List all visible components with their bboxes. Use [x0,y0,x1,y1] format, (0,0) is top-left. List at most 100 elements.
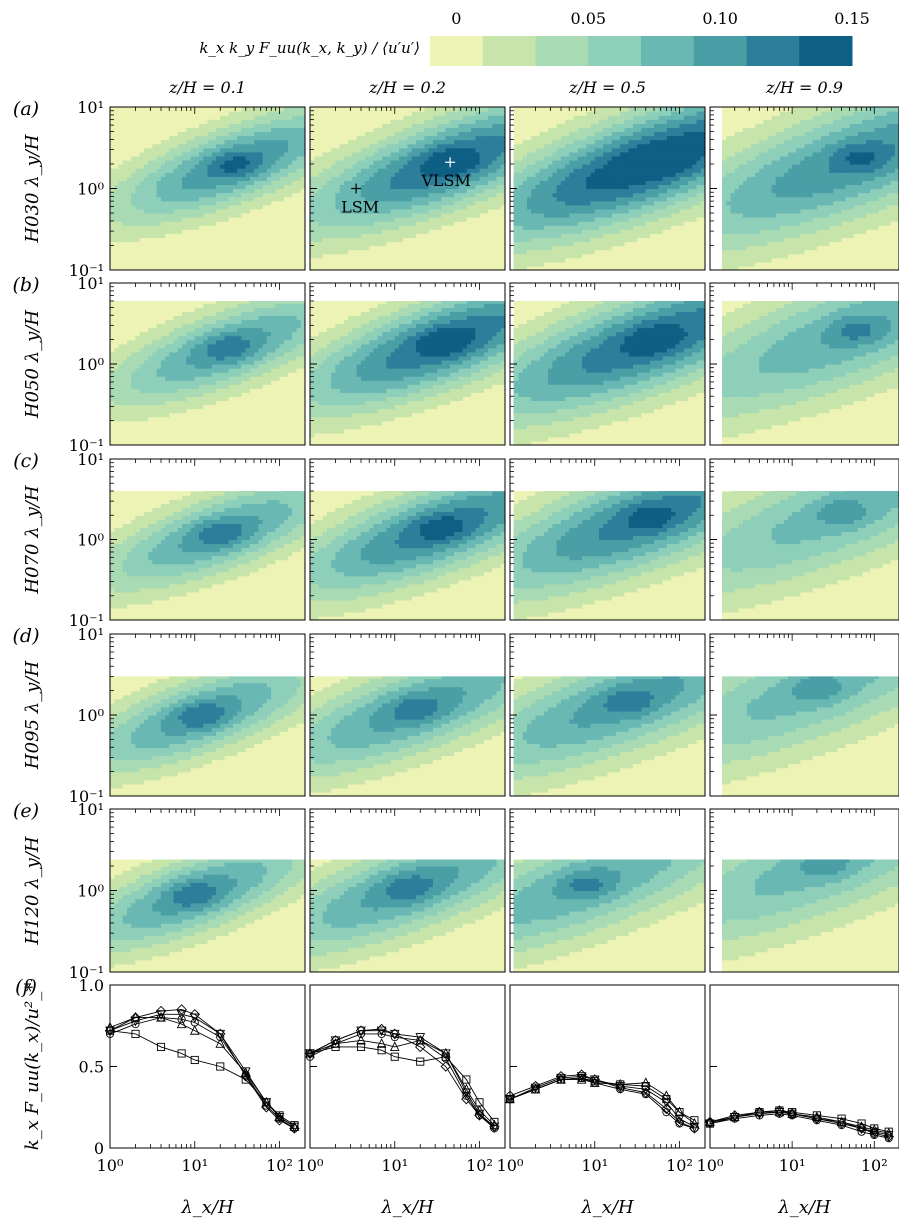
contour-cell [152,139,158,145]
contour-cell [454,131,459,137]
contour-cell [237,131,243,137]
contour-cell [420,188,426,194]
contour-cell [437,139,443,145]
contour-cell [266,245,272,251]
contour-cell [352,111,358,116]
contour-cell [335,217,341,222]
contour-cell [531,180,537,186]
contour-cell [173,147,179,153]
contour-cell [288,159,293,165]
contour-cell [318,253,324,259]
contour-cell [471,261,476,267]
contour-cell [415,147,421,153]
contour-cell [628,261,634,267]
contour-cell [599,119,604,124]
contour-cell [407,221,413,226]
contour-cell [245,249,251,255]
contour-cell [586,107,592,112]
contour-cell [607,164,613,169]
contour-cell [139,196,145,202]
contour-cell [594,172,600,177]
contour-cell [611,143,617,149]
contour-cell [556,200,562,206]
contour-cell [177,237,183,243]
contour-cell [232,184,238,190]
contour-cell [126,139,132,145]
contour-cell [386,221,392,226]
contour-cell [241,139,247,145]
contour-cell [343,143,349,149]
contour-cell [182,143,187,149]
contour-cell [169,212,175,218]
contour-cell [288,188,293,194]
contour-cell [310,180,315,186]
contour-cell [415,172,421,177]
contour-cell [437,249,443,255]
contour-cell [407,192,413,198]
contour-cell [160,184,166,190]
contour-cell [211,131,217,137]
contour-cell [500,168,505,173]
contour-cell [462,151,468,157]
contour-cell [624,143,630,149]
contour-cell [228,208,234,214]
contour-cell [556,253,562,259]
contour-cell [143,123,149,128]
contour-cell [135,253,141,259]
contour-cell [637,253,643,259]
colorbar-swatch [482,36,536,66]
contour-cell [335,115,341,120]
contour-cell [471,217,476,222]
contour-cell [415,229,421,234]
contour-cell [220,119,226,124]
contour-cell [577,237,583,243]
contour-cell [611,245,617,251]
contour-cell [348,237,353,243]
contour-cell [126,184,132,190]
contour-cell [594,245,600,251]
contour-cell [237,212,243,218]
contour-cell [169,265,175,270]
contour-cell [603,204,609,210]
contour-cell [471,212,476,218]
contour-cell [637,261,643,267]
contour-cell [110,172,115,177]
contour-cell [228,159,234,165]
contour-cell [271,229,276,234]
contour-cell [258,221,264,226]
contour-cell [122,127,128,133]
contour-cell [283,188,289,194]
contour-cell [211,159,217,165]
contour-cell [152,212,158,218]
contour-cell [292,131,298,137]
contour-cell [394,233,400,238]
contour-cell [594,221,600,226]
contour-cell [114,257,120,263]
contour-cell [377,204,383,210]
contour-cell [441,208,447,214]
contour-cell [437,123,443,128]
contour-cell [326,147,332,153]
contour-cell [522,111,528,116]
contour-cell [326,217,332,222]
contour-cell [441,204,447,210]
contour-cell [114,200,120,206]
contour-cell [428,245,434,251]
contour-cell [428,253,434,259]
contour-cell [352,196,358,202]
contour-cell [445,139,451,145]
contour-cell [603,147,609,153]
contour-cell [365,139,370,145]
contour-cell [241,188,247,194]
contour-cell [228,192,234,198]
contour-cell [126,119,132,124]
contour-cell [556,115,562,120]
contour-cell [586,172,592,177]
contour-cell [249,212,255,218]
contour-cell [203,204,209,210]
contour-cell [458,229,464,234]
contour-cell [296,135,302,141]
contour-cell [603,176,609,181]
contour-cell [152,200,158,206]
contour-cell [215,261,221,267]
